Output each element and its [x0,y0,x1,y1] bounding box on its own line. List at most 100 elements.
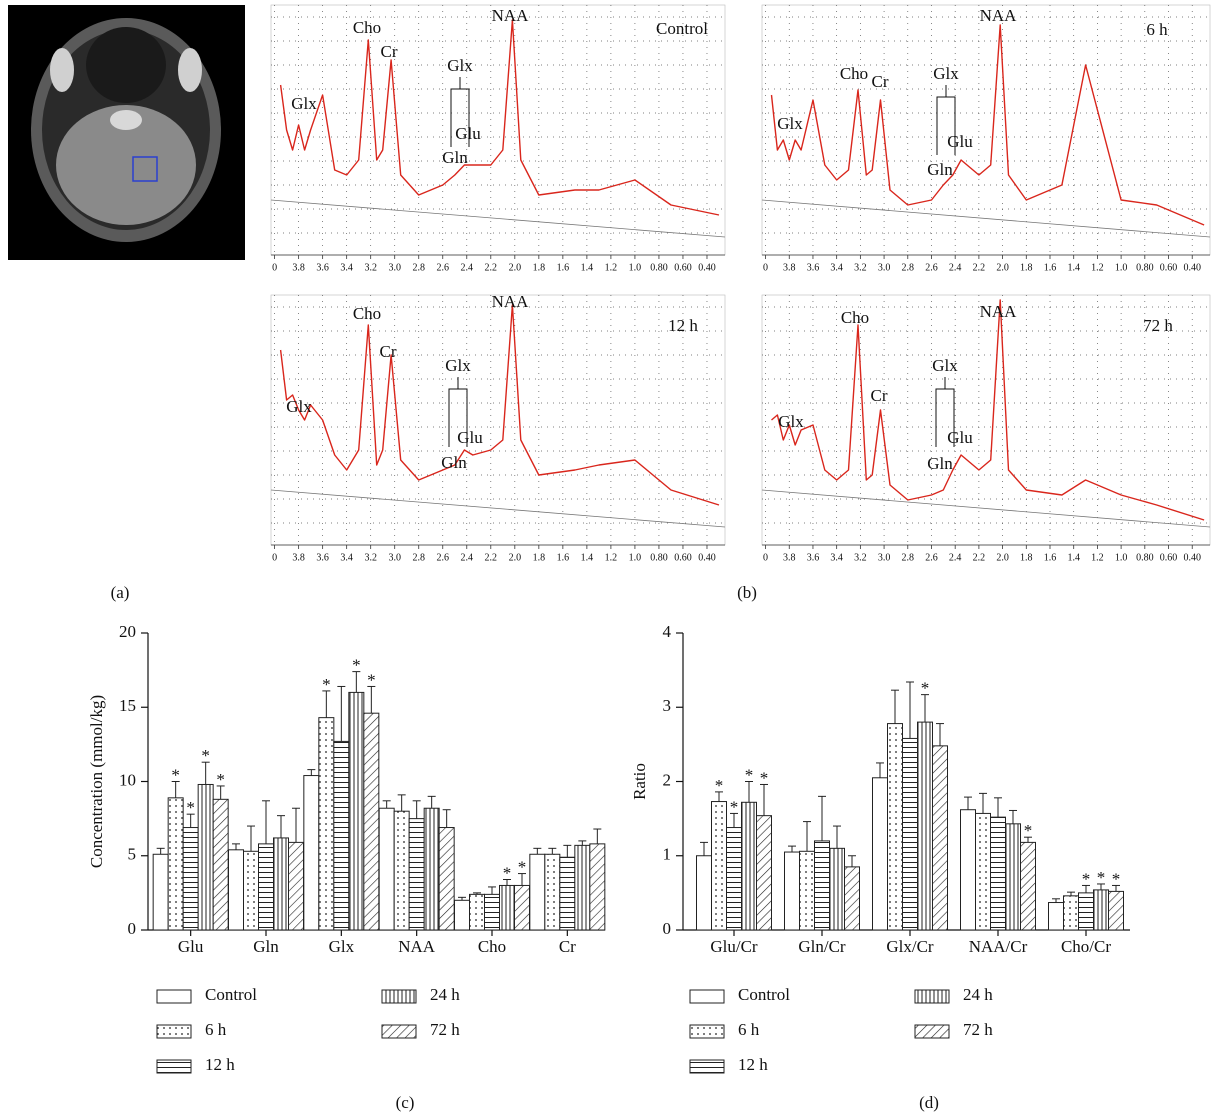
bar [1005,823,1021,931]
peak-label: Glu [947,132,973,151]
x-tick-label: 2.6 [437,262,450,273]
x-tick-label: 0.40 [698,552,716,563]
significance-mark: * [503,863,512,882]
peak-label: Gln [441,453,467,472]
bar [212,798,229,931]
x-tick-label: 1.6 [557,262,570,273]
legend-label: 6 h [205,1020,227,1039]
legend-swatch [689,989,725,1004]
y-tick-label: 1 [663,845,672,864]
x-tick-label: 0 [763,262,768,273]
legend-label: 72 h [430,1020,460,1039]
bar [975,812,991,931]
bar [273,837,289,931]
significance-mark: * [730,797,739,816]
x-tick-label: 2.2 [973,262,986,273]
peak-label: Glx [291,94,317,113]
baseline [270,489,726,528]
bar-chart: 0 1 2 3 4 Ratio Glu/Cr Gln/Cr Glx/Cr NAA/Cr Cho/Cr… [630,622,1130,1074]
y-tick-label: 5 [128,845,137,864]
x-tick-label: Glu/Cr [710,937,758,956]
bar [318,717,335,931]
bar [1020,841,1036,931]
peak-label: Cr [380,342,397,361]
bar [887,723,903,931]
bar [784,851,800,931]
x-tick-label: Cho [478,937,506,956]
bar [228,849,244,931]
bar [799,850,815,931]
x-tick-label: 1.6 [557,552,570,563]
y-tick-label: 10 [119,770,136,789]
x-tick-label: 0.80 [1136,262,1154,273]
peak-label: Glu [947,428,973,447]
x-tick-label: 2.6 [925,552,938,563]
x-tick-label: 3.0 [878,262,891,273]
x-tick-label: 3.6 [316,262,329,273]
bar [756,815,772,931]
significance-mark: * [1082,869,1091,888]
plot-frame [270,294,726,546]
x-tick-label: 3.6 [807,552,820,563]
x-tick-label: 2.8 [412,552,425,563]
peak-label: NAA [492,6,530,25]
legend-swatch [689,1024,725,1039]
x-tick-label: 0.60 [674,552,692,563]
bar [544,853,561,931]
x-tick-label: 3.4 [340,552,353,563]
x-tick-label: 3.0 [878,552,891,563]
peak-label: NAA [980,302,1018,321]
bar [726,827,742,931]
legend-label: 6 h [738,1020,760,1039]
bar [1078,892,1094,931]
peak-label: NAA [980,6,1018,25]
x-tick-label: 1.6 [1044,262,1057,273]
bar [423,807,440,931]
x-tick-label: 0.80 [650,262,668,273]
bar [469,893,485,931]
significance-mark: * [352,656,361,675]
x-tick-label: 3.2 [364,262,377,273]
x-tick-label: 2.4 [461,262,474,273]
x-tick-label: 3.8 [292,262,305,273]
x-tick-label: 3.2 [854,262,867,273]
y-tick-label: 0 [128,919,137,938]
x-tick-label: Glu [178,937,204,956]
bar [1093,889,1109,931]
peak-label: Glx [777,114,803,133]
plot-frame [761,4,1211,256]
significance-mark: * [1112,869,1121,888]
x-tick-label: 3.8 [783,552,796,563]
legend-label: 24 h [430,985,460,1004]
bar [499,884,515,931]
x-tick-label: Cho/Cr [1061,937,1111,956]
legend-swatch [156,1059,192,1074]
bar [363,712,380,931]
peak-label: Glx [932,356,958,375]
condition-label: 72 h [1143,316,1173,335]
bar [741,801,757,931]
peak-label: Gln [927,160,953,179]
bar [484,893,500,931]
legend-swatch [381,989,417,1004]
y-tick-label: 20 [119,622,136,641]
bar [829,847,845,931]
x-tick-label: 1.4 [581,552,594,563]
significance-mark: * [322,675,331,694]
bar [559,856,576,931]
x-tick-label: 1.0 [1115,552,1128,563]
bar [348,691,365,931]
bar [960,809,976,931]
spectrum-panel: 0 3.8 3.6 3.4 3.2 3.0 2.8 2.6 2.4 2.2 2.0 1.8 1.6 1.4… [270,292,726,563]
bar [814,840,830,931]
x-tick-label: 1.2 [605,552,618,563]
x-tick-label: Gln [253,937,279,956]
x-tick-label: Glx [329,937,355,956]
x-tick-label: 1.4 [581,262,594,273]
peak-label: Cho [840,64,868,83]
bar [696,855,712,931]
legend-label: Control [738,985,790,1004]
x-tick-label: 2.6 [437,552,450,563]
bar [514,884,530,931]
